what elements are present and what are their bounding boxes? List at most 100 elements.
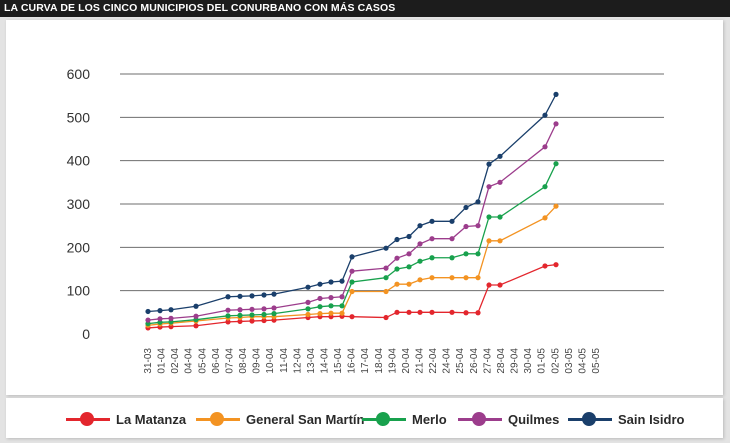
data-point <box>486 282 492 288</box>
data-point <box>249 293 255 299</box>
data-point <box>349 288 355 295</box>
data-point <box>553 203 559 209</box>
data-point <box>394 255 400 261</box>
data-point <box>463 251 469 257</box>
legend-item-sain-isidro: Sain Isidro <box>568 412 684 427</box>
data-point <box>305 306 311 312</box>
data-point <box>349 279 355 285</box>
data-point <box>225 307 231 313</box>
data-point <box>237 318 243 325</box>
data-point <box>328 279 334 285</box>
data-point <box>449 218 455 224</box>
data-point <box>463 204 469 211</box>
data-point <box>486 214 492 220</box>
x-tick-label: 28-04 <box>496 348 507 374</box>
data-point <box>305 284 311 290</box>
x-tick-label: 11-04 <box>279 348 290 373</box>
data-point <box>317 295 323 302</box>
data-point <box>225 313 231 319</box>
x-tick-label: 15-04 <box>333 348 344 374</box>
data-point <box>328 310 334 316</box>
data-point <box>417 241 423 247</box>
data-point <box>261 292 267 298</box>
data-point <box>249 312 255 318</box>
x-tick-label: 01-05 <box>537 348 548 374</box>
x-tick-label: 06-04 <box>211 348 222 374</box>
data-point <box>553 121 559 127</box>
data-point <box>406 309 412 315</box>
x-tick-label: 05-04 <box>197 348 208 374</box>
data-point <box>553 161 559 167</box>
data-point <box>463 275 469 281</box>
chart-header-bar: LA CURVA DE LOS CINCO MUNICIPIOS DEL CON… <box>0 0 730 17</box>
y-tick-label: 400 <box>67 153 91 169</box>
x-tick-label: 24-04 <box>442 348 453 374</box>
y-tick-label: 100 <box>67 283 91 299</box>
data-point <box>193 303 199 309</box>
x-tick-label: 04-05 <box>577 348 588 374</box>
x-tick-label: 31-03 <box>143 348 154 374</box>
x-tick-label: 14-04 <box>319 348 330 374</box>
data-point <box>383 265 389 271</box>
data-point <box>497 179 503 185</box>
data-point <box>497 153 503 159</box>
data-point <box>261 306 267 312</box>
data-point <box>317 304 323 310</box>
data-point <box>237 312 243 318</box>
x-tick-label: 10-04 <box>265 348 276 374</box>
data-point <box>394 236 400 243</box>
legend-marker <box>472 412 486 426</box>
legend-item-quilmes: Quilmes <box>458 411 560 427</box>
legend-label: General San Martín <box>246 411 365 427</box>
legend-item-general-san-martin: General San Martín <box>196 411 365 427</box>
legend-item-merlo: Merlo <box>362 412 447 427</box>
data-point <box>542 215 548 221</box>
x-tick-label: 21-04 <box>415 348 426 374</box>
data-point <box>417 223 423 229</box>
legend-swatch <box>568 412 612 426</box>
data-point <box>542 112 548 118</box>
data-point <box>328 295 334 301</box>
data-point <box>463 223 469 230</box>
data-point <box>339 294 345 300</box>
data-point <box>317 311 323 317</box>
data-point <box>225 319 231 325</box>
x-tick-label: 13-04 <box>306 348 317 374</box>
data-point <box>497 238 503 244</box>
x-tick-label: 25-04 <box>455 348 466 374</box>
x-tick-label: 02-05 <box>550 348 561 374</box>
data-point <box>168 307 174 313</box>
data-point <box>225 294 231 300</box>
data-point <box>271 291 277 297</box>
data-point <box>429 309 435 315</box>
data-point <box>193 323 199 329</box>
data-point <box>406 264 412 270</box>
series-line <box>147 163 557 325</box>
data-point <box>449 236 455 242</box>
data-point <box>305 311 311 318</box>
data-point <box>486 238 492 244</box>
data-point <box>383 288 389 295</box>
data-point <box>406 233 412 240</box>
data-point <box>553 262 559 268</box>
data-point <box>349 268 355 274</box>
x-tick-label: 26-04 <box>469 348 480 374</box>
legend-swatch <box>196 412 240 426</box>
x-tick-label: 01-04 <box>157 348 168 374</box>
data-point <box>417 277 423 283</box>
data-point <box>553 91 559 97</box>
data-point <box>429 218 435 224</box>
data-point <box>486 184 492 190</box>
data-point <box>328 303 334 309</box>
data-point <box>542 144 548 150</box>
y-tick-label: 300 <box>67 196 91 212</box>
data-point <box>417 258 423 264</box>
data-point <box>429 236 435 242</box>
x-tick-label: 17-04 <box>360 348 371 374</box>
chart-title: LA CURVA DE LOS CINCO MUNICIPIOS DEL CON… <box>4 2 396 14</box>
legend-label: Quilmes <box>508 411 560 427</box>
x-tick-label: 27-04 <box>482 348 493 374</box>
x-tick-label: 19-04 <box>387 348 398 374</box>
data-point <box>237 307 243 313</box>
